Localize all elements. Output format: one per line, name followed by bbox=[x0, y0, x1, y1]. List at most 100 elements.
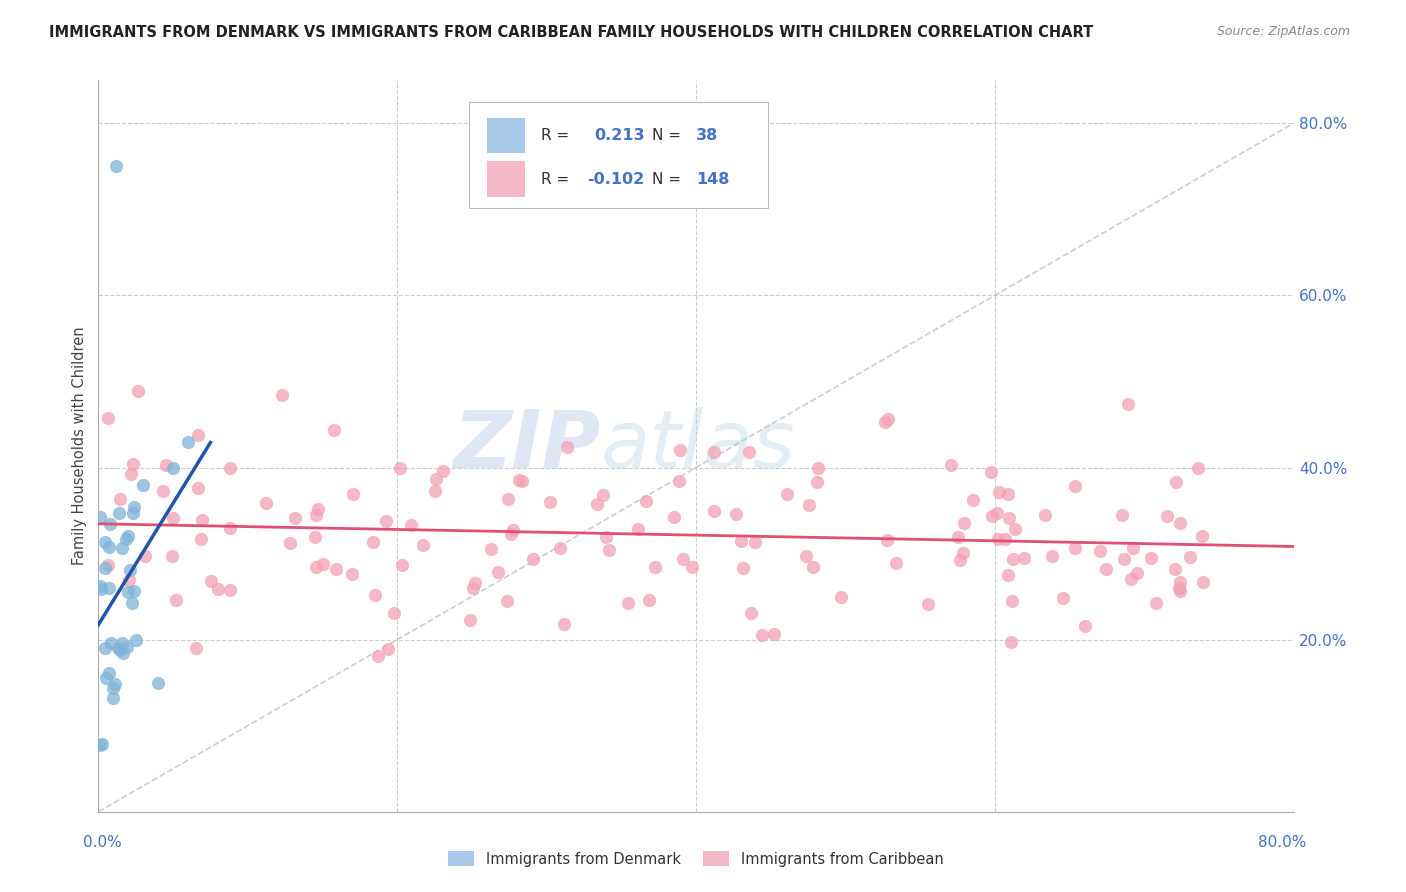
Point bbox=[148, 675, 170, 690]
Point bbox=[1191, 575, 1213, 590]
Point bbox=[980, 465, 1002, 479]
Point bbox=[342, 487, 364, 501]
Point bbox=[97, 410, 120, 425]
Point bbox=[152, 483, 174, 498]
Point bbox=[115, 640, 138, 655]
Point bbox=[89, 738, 111, 752]
Point bbox=[307, 502, 329, 516]
Point bbox=[1088, 543, 1111, 558]
Text: IMMIGRANTS FROM DENMARK VS IMMIGRANTS FROM CARIBBEAN FAMILY HOUSEHOLDS WITH CHIL: IMMIGRANTS FROM DENMARK VS IMMIGRANTS FR… bbox=[49, 25, 1094, 40]
Point bbox=[776, 487, 799, 501]
Y-axis label: Family Households with Children: Family Households with Children bbox=[72, 326, 87, 566]
Point bbox=[962, 493, 984, 508]
Point bbox=[391, 558, 413, 573]
Point bbox=[730, 534, 752, 549]
Text: N =: N = bbox=[652, 128, 686, 143]
Point bbox=[548, 541, 571, 555]
Text: ZIP: ZIP bbox=[453, 407, 600, 485]
Point bbox=[1112, 551, 1135, 566]
Point bbox=[219, 583, 242, 598]
Point bbox=[412, 538, 434, 552]
Point bbox=[987, 532, 1010, 546]
Point bbox=[367, 649, 389, 664]
Point bbox=[703, 504, 725, 518]
Point bbox=[638, 592, 661, 607]
Point bbox=[762, 627, 785, 641]
Point bbox=[662, 510, 685, 524]
Text: atlas: atlas bbox=[600, 407, 796, 485]
Point bbox=[134, 549, 156, 563]
Point bbox=[724, 507, 747, 521]
Point bbox=[165, 593, 187, 607]
Text: 148: 148 bbox=[696, 171, 730, 186]
Point bbox=[917, 597, 939, 611]
Point bbox=[1167, 581, 1189, 595]
Point bbox=[1033, 508, 1056, 523]
Point bbox=[200, 574, 222, 588]
Point bbox=[877, 412, 900, 426]
Point bbox=[96, 671, 118, 685]
Point bbox=[94, 535, 117, 549]
Point bbox=[952, 516, 974, 530]
Point bbox=[97, 558, 120, 572]
Bar bbox=[486, 118, 524, 153]
Point bbox=[797, 498, 820, 512]
Point bbox=[322, 423, 344, 437]
Point bbox=[122, 584, 145, 599]
Point bbox=[997, 487, 1019, 501]
FancyBboxPatch shape bbox=[470, 103, 768, 209]
Point bbox=[104, 677, 127, 691]
Point bbox=[801, 560, 824, 574]
Point bbox=[1168, 516, 1191, 530]
Point bbox=[464, 576, 486, 591]
Point bbox=[1052, 591, 1074, 606]
Point bbox=[93, 640, 115, 655]
Point bbox=[1116, 396, 1139, 410]
Point bbox=[884, 556, 907, 570]
Point bbox=[120, 467, 142, 481]
Point bbox=[1001, 551, 1024, 566]
Text: N =: N = bbox=[652, 171, 686, 186]
Point bbox=[191, 513, 214, 527]
Point bbox=[672, 552, 695, 566]
Point bbox=[553, 616, 575, 631]
Point bbox=[111, 636, 134, 650]
Point bbox=[1144, 596, 1167, 610]
Point bbox=[986, 506, 1008, 520]
Point bbox=[988, 484, 1011, 499]
Point bbox=[425, 483, 447, 498]
Point bbox=[94, 561, 117, 575]
Point bbox=[830, 590, 852, 604]
Point bbox=[1126, 566, 1149, 581]
Point bbox=[668, 442, 690, 457]
Point bbox=[388, 461, 411, 475]
Point bbox=[1074, 619, 1097, 633]
Point bbox=[121, 506, 143, 520]
Point bbox=[122, 457, 145, 471]
Point bbox=[432, 464, 454, 478]
Point bbox=[108, 506, 131, 520]
Point bbox=[125, 632, 148, 647]
Point bbox=[479, 542, 502, 557]
Point bbox=[617, 596, 640, 610]
Point bbox=[90, 738, 112, 752]
Point bbox=[105, 159, 128, 173]
Point bbox=[254, 496, 277, 510]
Point bbox=[1187, 461, 1209, 475]
Point bbox=[496, 491, 519, 506]
Point bbox=[1156, 509, 1178, 524]
Legend: Immigrants from Denmark, Immigrants from Caribbean: Immigrants from Denmark, Immigrants from… bbox=[449, 851, 943, 867]
Point bbox=[733, 560, 755, 574]
Point bbox=[132, 477, 155, 491]
Point bbox=[374, 514, 396, 528]
Point bbox=[463, 582, 485, 596]
Point bbox=[1095, 561, 1118, 575]
Point bbox=[177, 434, 200, 449]
Point bbox=[751, 628, 773, 642]
Point bbox=[994, 532, 1017, 546]
Point bbox=[1122, 541, 1144, 555]
Point bbox=[103, 690, 125, 705]
Point bbox=[342, 567, 364, 582]
Point bbox=[939, 458, 962, 472]
Point bbox=[98, 540, 121, 554]
